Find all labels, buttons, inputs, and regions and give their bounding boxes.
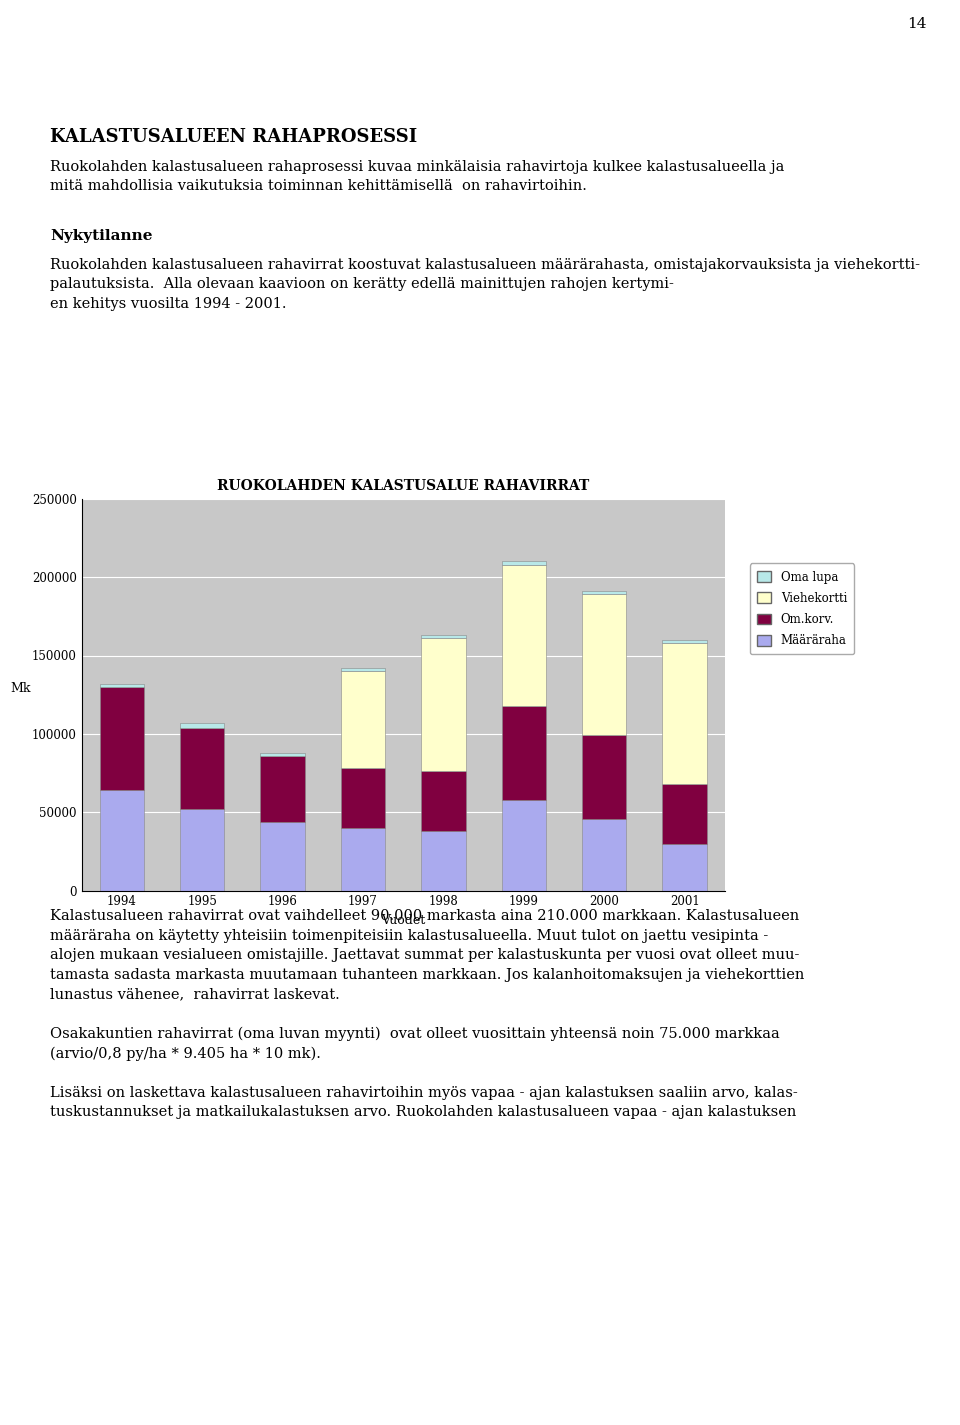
Bar — [502, 705, 546, 799]
Y-axis label: Mk: Mk — [11, 681, 31, 695]
Bar — [341, 828, 385, 891]
Bar — [582, 594, 626, 735]
Legend: Oma lupa, Viehekortti, Om.korv., Määräraha: Oma lupa, Viehekortti, Om.korv., Määrära… — [750, 563, 854, 654]
Bar — [180, 809, 225, 891]
Bar — [662, 640, 707, 643]
X-axis label: Vuodet: Vuodet — [381, 913, 425, 928]
Bar — [662, 844, 707, 891]
Bar — [421, 638, 466, 771]
Bar — [341, 768, 385, 828]
Text: Kalastusalueen rahavirrat ovat vaihdelleet 90.000 markasta aina 210.000 markkaan: Kalastusalueen rahavirrat ovat vaihdelle… — [50, 909, 804, 1119]
Text: Nykytilanne: Nykytilanne — [50, 229, 153, 244]
Bar — [502, 561, 546, 564]
Bar — [260, 752, 304, 755]
Bar — [341, 671, 385, 768]
Bar — [100, 687, 144, 791]
Bar — [662, 784, 707, 844]
Bar — [180, 728, 225, 809]
Bar — [582, 818, 626, 891]
Bar — [502, 799, 546, 891]
Bar — [260, 755, 304, 822]
Bar — [502, 564, 546, 705]
Bar — [421, 831, 466, 891]
Bar — [100, 791, 144, 891]
Bar — [180, 722, 225, 728]
Bar — [100, 684, 144, 687]
Bar — [582, 735, 626, 818]
Title: RUOKOLAHDEN KALASTUSALUE RAHAVIRRAT: RUOKOLAHDEN KALASTUSALUE RAHAVIRRAT — [217, 479, 589, 493]
Text: Ruokolahden kalastusalueen rahaprosessi kuvaa minkälaisia rahavirtoja kulkee kal: Ruokolahden kalastusalueen rahaprosessi … — [50, 160, 784, 194]
Bar — [662, 643, 707, 784]
Text: 14: 14 — [907, 17, 926, 31]
Bar — [341, 668, 385, 671]
Text: Ruokolahden kalastusalueen rahavirrat koostuvat kalastusalueen määrärahasta, omi: Ruokolahden kalastusalueen rahavirrat ko… — [50, 258, 920, 311]
Bar — [421, 636, 466, 638]
Text: KALASTUSALUEEN RAHAPROSESSI: KALASTUSALUEEN RAHAPROSESSI — [50, 128, 418, 147]
Bar — [421, 771, 466, 831]
Bar — [260, 822, 304, 891]
Bar — [582, 591, 626, 594]
